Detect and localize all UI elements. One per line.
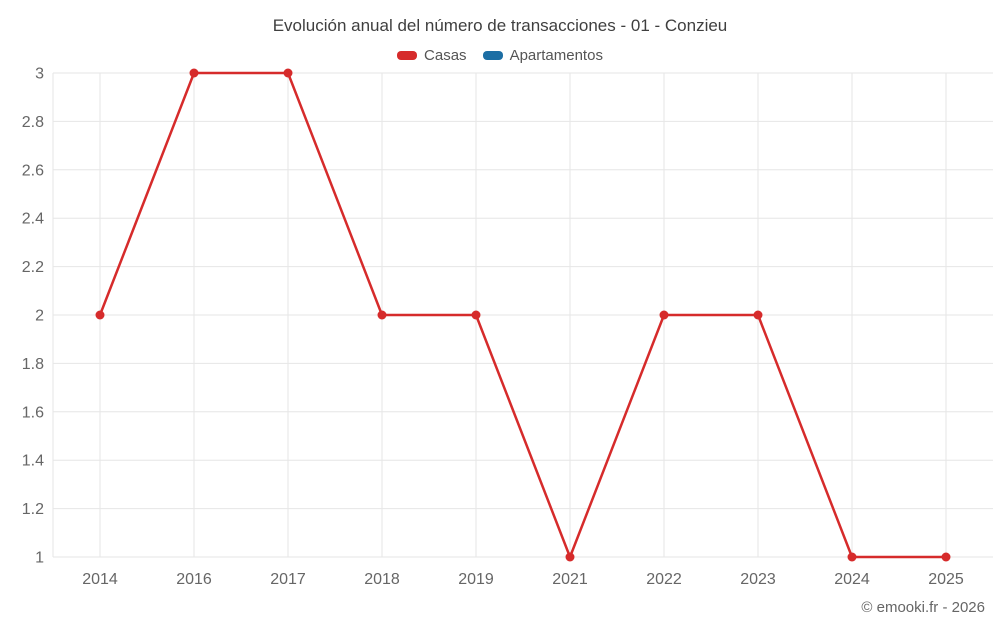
x-axis-label: 2025 (928, 571, 964, 588)
x-axis-label: 2019 (458, 571, 494, 588)
credit-text: © emooki.fr - 2026 (861, 599, 985, 616)
y-axis-label: 1.4 (22, 453, 44, 470)
data-point-casas[interactable] (471, 310, 481, 320)
y-axis-label: 2.8 (22, 114, 44, 131)
x-axis-label: 2023 (740, 571, 776, 588)
data-point-casas[interactable] (941, 552, 951, 562)
legend-label-apartamentos: Apartamentos (509, 47, 603, 64)
x-axis-label: 2017 (270, 571, 306, 588)
data-point-casas[interactable] (377, 310, 387, 320)
legend-item-apartamentos[interactable]: Apartamentos (482, 47, 603, 64)
x-axis-label: 2016 (176, 571, 212, 588)
data-point-casas[interactable] (189, 68, 199, 78)
data-point-casas[interactable] (659, 310, 669, 320)
y-axis-label: 1.2 (22, 501, 44, 518)
y-axis-label: 2.4 (22, 211, 44, 228)
data-point-casas[interactable] (95, 310, 105, 320)
series-line-casas (98, 71, 948, 559)
y-axis-label: 2.6 (22, 162, 44, 179)
y-axis-label: 1.8 (22, 356, 44, 373)
legend: Casas Apartamentos (0, 47, 1000, 64)
y-axis-label: 3 (35, 66, 44, 83)
x-axis-label: 2022 (646, 571, 682, 588)
casas-swatch-icon (397, 51, 418, 60)
apartamentos-swatch-icon (482, 51, 503, 60)
x-axis-label: 2014 (82, 571, 118, 588)
y-axis-label: 2.2 (22, 259, 44, 276)
chart-title: Evolución anual del número de transaccio… (272, 16, 728, 35)
y-axis-label: 1.6 (22, 404, 44, 421)
legend-label-casas: Casas (424, 47, 467, 64)
data-point-casas[interactable] (847, 552, 857, 562)
y-axis-label: 1 (35, 550, 44, 567)
data-point-casas[interactable] (283, 68, 293, 78)
x-axis-label: 2024 (834, 571, 870, 588)
y-axis-label: 2 (35, 308, 44, 325)
legend-item-casas[interactable]: Casas (397, 47, 467, 64)
x-axis-label: 2021 (552, 571, 588, 588)
data-point-casas[interactable] (753, 310, 763, 320)
data-point-casas[interactable] (565, 552, 575, 562)
x-axis-label: 2018 (364, 571, 400, 588)
